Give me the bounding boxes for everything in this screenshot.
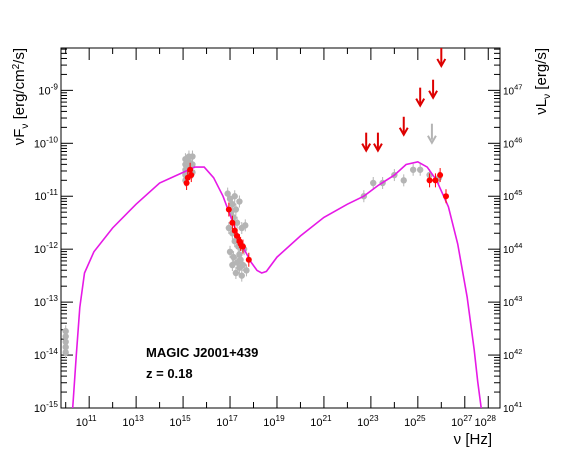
simultaneous-point	[225, 206, 232, 213]
y-tick-label: 10-12	[34, 241, 59, 256]
simultaneous-point	[239, 243, 246, 250]
y2-tick-label: 1041	[503, 400, 522, 415]
simultaneous-point	[231, 227, 238, 234]
y2-tick-label: 1042	[503, 347, 522, 362]
y-tick-label: 10-9	[38, 82, 58, 97]
simultaneous-point	[432, 177, 439, 184]
archival-point	[238, 272, 245, 279]
x-tick-label: 1013	[122, 414, 144, 429]
archival-point	[232, 269, 240, 277]
archival-point	[233, 219, 241, 226]
archival-point	[409, 166, 417, 173]
upper-limit-arrow-head	[415, 98, 426, 108]
plot-frame	[60, 47, 501, 409]
archival-point	[416, 166, 424, 173]
y2-tick-label: 1046	[503, 135, 522, 150]
x-tick-label: 1021	[310, 414, 332, 429]
x-tick-label: 1019	[263, 414, 285, 429]
archival-point	[370, 179, 377, 187]
upper-limit-arrow-head	[373, 143, 383, 153]
x-tick-label: 1015	[169, 414, 191, 429]
x-tick-label: 1017	[216, 414, 238, 429]
archival-upper-limit-head	[427, 135, 437, 145]
archival-point	[189, 161, 196, 168]
archival-point	[226, 195, 234, 203]
source-name-annotation: MAGIC J2001+439	[146, 345, 258, 360]
x-tick-label: 1011	[76, 414, 97, 429]
archival-point	[224, 190, 231, 197]
archival-point	[239, 261, 247, 269]
x-tick-label: 1025	[404, 414, 426, 429]
y2-tick-label: 1047	[503, 82, 522, 97]
archival-point	[229, 261, 236, 269]
y2-tick-label: 1044	[503, 241, 522, 256]
upper-limit-arrow-head	[398, 127, 409, 137]
archival-point	[226, 248, 234, 256]
y-tick-label: 10-10	[34, 135, 59, 150]
y-tick-label: 10-11	[34, 188, 58, 203]
simultaneous-point	[183, 180, 190, 186]
y2-tick-label: 1043	[503, 294, 522, 309]
archival-point	[243, 267, 250, 274]
archival-point	[400, 177, 407, 184]
simultaneous-point	[443, 193, 450, 200]
x-tick-label: 1028	[475, 414, 497, 429]
archival-point	[231, 193, 238, 200]
archival-point	[189, 153, 196, 160]
simultaneous-point	[426, 177, 433, 184]
x-axis-label: ν [Hz]	[454, 431, 492, 448]
redshift-annotation: z = 0.18	[146, 366, 193, 381]
simultaneous-point	[437, 172, 444, 179]
y-tick-label: 10-15	[34, 400, 59, 415]
archival-point	[230, 253, 237, 261]
archival-point	[229, 200, 236, 208]
simultaneous-point	[188, 172, 195, 179]
simultaneous-point	[245, 256, 252, 263]
archival-point	[62, 349, 69, 356]
y-tick-label: 10-14	[34, 347, 59, 362]
simultaneous-point	[234, 232, 241, 239]
x-tick-label: 1027	[451, 414, 473, 429]
simultaneous-point	[187, 166, 194, 173]
x-tick-label: 1023	[357, 414, 379, 429]
upper-limit-arrow-head	[428, 90, 438, 100]
y2-tick-label: 1045	[503, 188, 522, 203]
archival-point	[236, 198, 243, 205]
archival-point	[238, 224, 245, 232]
archival-point	[232, 206, 240, 213]
y-tick-label: 10-13	[34, 294, 59, 309]
simultaneous-point	[229, 219, 236, 226]
y-axis-label: νFν [erg/cm2/s]	[11, 48, 31, 145]
model-curve	[71, 160, 482, 408]
archival-point	[231, 238, 238, 245]
archival-point	[225, 224, 233, 232]
y2-axis-label: νLν [erg/s]	[533, 48, 553, 115]
upper-limit-arrow-head	[436, 58, 447, 68]
upper-limit-arrow-head	[361, 143, 372, 153]
plot-area	[62, 48, 482, 408]
archival-point	[236, 251, 243, 258]
